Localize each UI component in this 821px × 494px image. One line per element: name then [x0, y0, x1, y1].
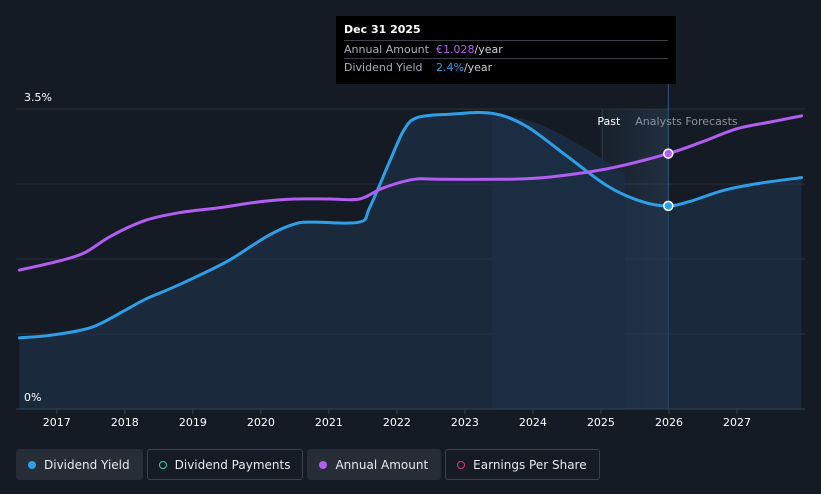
x-tick-label: 2023	[451, 416, 479, 429]
legend-earnings-per-share[interactable]: Earnings Per Share	[445, 449, 600, 480]
x-tick-label: 2027	[723, 416, 751, 429]
x-tick-label: 2017	[43, 416, 71, 429]
dot-icon	[28, 460, 36, 469]
dividend-yield-marker[interactable]	[663, 200, 674, 212]
highlight-markers	[663, 148, 674, 212]
x-tick-label: 2025	[587, 416, 615, 429]
y-tick-label: 3.5%	[24, 91, 52, 104]
x-tick-label: 2019	[179, 416, 207, 429]
tooltip-row-annual-amount: Annual Amount €1.028/year	[344, 40, 668, 58]
annual-amount-line	[17, 114, 804, 272]
dividend-chart: 0%3.5% 2017 2018 2019 2020 2021 2022 2023 2024 2…	[16, 16, 805, 429]
tooltip-value: 2.4%/year	[436, 61, 493, 74]
x-tick-label: 2021	[315, 416, 343, 429]
tooltip: Dec 31 2025 Annual Amount €1.028/year Di…	[336, 16, 676, 84]
ring-icon	[457, 460, 466, 469]
dot-icon	[319, 460, 328, 469]
ring-icon	[158, 460, 167, 469]
tooltip-label: Annual Amount	[344, 43, 429, 56]
legend-annual-amount[interactable]: Annual Amount	[307, 449, 442, 480]
x-tick-label: 2022	[383, 416, 411, 429]
forecast-region-label: Analysts Forecasts	[635, 115, 738, 128]
legend-dividend-yield[interactable]: Dividend Yield	[16, 449, 143, 480]
x-tick-label: 2026	[655, 416, 683, 429]
x-tick-label: 2020	[247, 416, 275, 429]
annual-amount-marker[interactable]	[663, 148, 674, 159]
x-tick-label: 2018	[111, 416, 139, 429]
tooltip-date: Dec 31 2025	[344, 23, 421, 36]
x-tick-label: 2024	[519, 416, 547, 429]
tooltip-label: Dividend Yield	[344, 61, 423, 74]
past-region-label: Past	[597, 115, 621, 128]
tooltip-value: €1.028/year	[436, 43, 503, 56]
y-axis-labels: 0% 3.5%	[24, 91, 52, 404]
tooltip-row-dividend-yield: Dividend Yield 2.4%/year	[344, 58, 668, 76]
series-areas	[19, 112, 802, 410]
dividend-yield-area	[19, 112, 802, 409]
legend-dividend-payments[interactable]: Dividend Payments	[146, 449, 304, 480]
past-ghost-area	[492, 113, 625, 410]
legend: Dividend Yield Dividend Payments Annual …	[16, 449, 600, 480]
x-axis-labels: 2017 2018 2019 2020 2021 2022 2023 2024 2025 2026…	[16, 408, 805, 429]
y-tick-label: 0%	[24, 391, 41, 404]
